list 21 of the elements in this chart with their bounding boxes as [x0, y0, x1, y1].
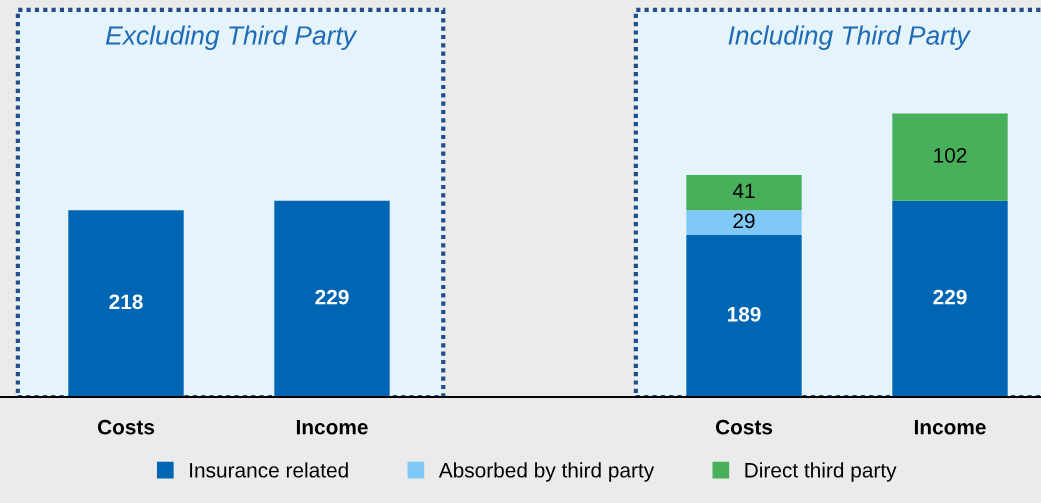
- bar: [686, 175, 802, 211]
- bar: [686, 210, 802, 236]
- x-tick-label: Costs: [97, 419, 155, 435]
- legend-label: Absorbed by third party: [438, 462, 655, 482]
- band-label: Excluding Third Party: [105, 25, 358, 51]
- x-tick-label: Income: [296, 419, 368, 435]
- data-label: 102: [934, 147, 967, 163]
- data-label: 218: [109, 294, 143, 310]
- legend-label: Insurance related: [190, 462, 348, 478]
- band-label: Including Third Party: [728, 25, 971, 51]
- data-label: 189: [727, 306, 761, 322]
- legend-label: Direct third party: [745, 462, 897, 482]
- bar: [892, 113, 1008, 201]
- data-label: 41: [732, 183, 755, 199]
- bar: [892, 200, 1008, 397]
- x-tick-label: Income: [914, 419, 986, 435]
- data-label: 229: [315, 289, 349, 305]
- data-label: 29: [733, 213, 755, 229]
- bar: [686, 235, 802, 397]
- data-label: 229: [933, 289, 967, 305]
- x-tick-label: Costs: [715, 419, 773, 435]
